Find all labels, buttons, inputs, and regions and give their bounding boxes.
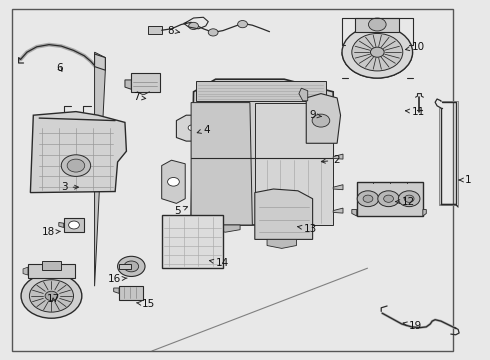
Circle shape — [199, 125, 207, 131]
Polygon shape — [333, 208, 343, 213]
Text: 8: 8 — [167, 26, 180, 36]
Polygon shape — [306, 94, 341, 143]
Text: 9: 9 — [309, 110, 321, 120]
Polygon shape — [267, 239, 296, 248]
Circle shape — [363, 195, 373, 202]
Bar — [131, 73, 160, 92]
Circle shape — [238, 21, 247, 28]
Polygon shape — [333, 185, 343, 190]
Polygon shape — [176, 115, 218, 141]
Text: 12: 12 — [396, 197, 415, 207]
Text: 10: 10 — [406, 42, 425, 52]
Polygon shape — [299, 88, 308, 101]
Circle shape — [342, 26, 413, 78]
Polygon shape — [211, 225, 240, 232]
Text: 1: 1 — [459, 175, 471, 185]
Text: 14: 14 — [210, 258, 229, 268]
Text: 13: 13 — [298, 224, 317, 234]
Text: 5: 5 — [174, 206, 188, 216]
Text: 15: 15 — [137, 299, 155, 309]
Circle shape — [67, 159, 85, 172]
Bar — [119, 286, 143, 300]
Polygon shape — [191, 103, 252, 225]
Bar — [28, 264, 75, 278]
Polygon shape — [352, 210, 357, 216]
Bar — [355, 18, 399, 32]
Bar — [42, 261, 61, 270]
Circle shape — [312, 114, 330, 127]
Circle shape — [29, 280, 74, 312]
Circle shape — [404, 195, 414, 202]
Circle shape — [352, 33, 403, 71]
Circle shape — [118, 256, 145, 276]
Bar — [196, 81, 326, 101]
Polygon shape — [191, 79, 333, 225]
Circle shape — [357, 191, 379, 207]
Text: 7: 7 — [133, 92, 146, 102]
Bar — [119, 264, 131, 269]
Circle shape — [69, 221, 79, 229]
Polygon shape — [23, 267, 28, 275]
Bar — [357, 182, 423, 216]
Text: 2: 2 — [321, 155, 340, 165]
Circle shape — [45, 291, 58, 301]
Text: 4: 4 — [197, 125, 210, 135]
Circle shape — [378, 191, 399, 207]
Text: 11: 11 — [406, 107, 425, 117]
Polygon shape — [255, 103, 333, 225]
Text: 3: 3 — [61, 182, 78, 192]
Polygon shape — [333, 154, 343, 159]
Polygon shape — [95, 52, 105, 286]
Polygon shape — [125, 80, 131, 89]
Polygon shape — [30, 112, 126, 193]
Circle shape — [370, 47, 384, 57]
Circle shape — [21, 274, 82, 318]
Circle shape — [208, 29, 218, 36]
Text: 19: 19 — [403, 321, 422, 331]
Text: 17: 17 — [47, 294, 60, 304]
Polygon shape — [279, 225, 309, 232]
Circle shape — [188, 125, 196, 131]
Polygon shape — [114, 288, 119, 293]
Bar — [162, 215, 223, 268]
Polygon shape — [162, 160, 185, 203]
Circle shape — [368, 18, 386, 31]
Polygon shape — [95, 54, 105, 70]
Circle shape — [168, 177, 179, 186]
Polygon shape — [423, 210, 426, 216]
Text: 16: 16 — [108, 274, 127, 284]
Bar — [148, 26, 162, 34]
Circle shape — [61, 155, 91, 176]
Circle shape — [384, 195, 393, 202]
Polygon shape — [255, 189, 313, 239]
Circle shape — [124, 261, 139, 272]
Circle shape — [189, 22, 198, 30]
Polygon shape — [59, 222, 64, 228]
Text: 6: 6 — [56, 63, 63, 73]
Text: 18: 18 — [42, 227, 60, 237]
Bar — [64, 218, 84, 232]
Circle shape — [398, 191, 420, 207]
